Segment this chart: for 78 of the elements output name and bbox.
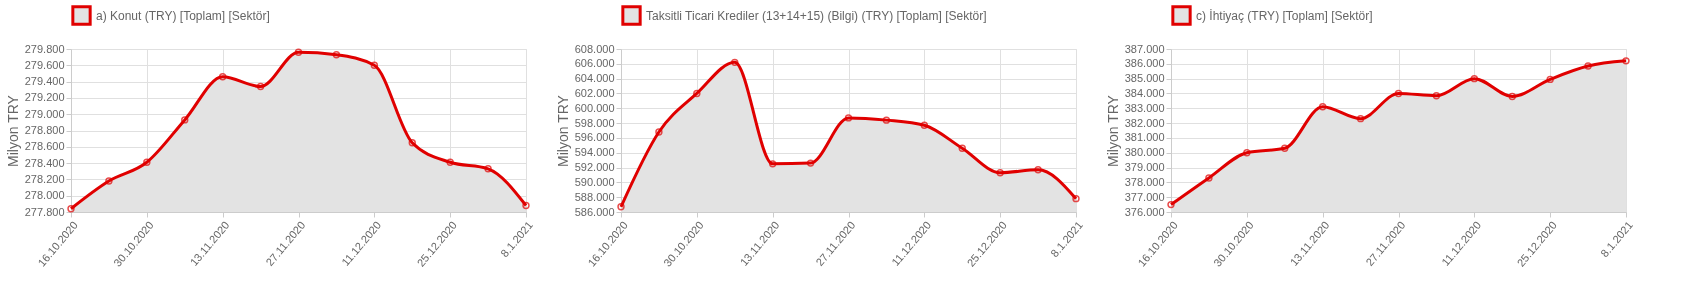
y-tick-label: 608.000 — [574, 42, 615, 55]
point — [408, 139, 416, 147]
point — [882, 116, 891, 124]
y-tick-label: 386.000 — [1124, 57, 1165, 70]
y-tick-label: 278.600 — [24, 140, 65, 153]
y-tick-label: 598.000 — [574, 116, 615, 129]
point — [958, 144, 966, 152]
point — [844, 114, 853, 122]
y-tick-label: 596.000 — [574, 131, 615, 144]
y-tick-label: 279.600 — [24, 58, 65, 71]
point — [218, 73, 227, 81]
point — [1281, 144, 1289, 152]
y-tick-label: 278.800 — [24, 124, 65, 136]
point — [1394, 89, 1403, 98]
point — [143, 158, 151, 166]
y-tick-label: 279.000 — [24, 107, 65, 120]
y-tick-label: 381.000 — [1124, 131, 1165, 144]
point — [1584, 62, 1592, 70]
y-tick-label: 279.200 — [24, 91, 65, 104]
point — [768, 160, 777, 168]
y-tick-label: 600.000 — [574, 101, 615, 114]
point — [105, 177, 113, 185]
y-axis-title: Milyon TRY — [4, 94, 21, 167]
point — [1508, 92, 1516, 101]
y-axis-title: Milyon TRY — [1104, 94, 1121, 167]
point — [693, 89, 701, 98]
point — [446, 158, 454, 166]
y-tick-label: 592.000 — [574, 161, 615, 174]
y-tick-label: 385.000 — [1124, 72, 1165, 85]
y-tick-label: 383.000 — [1124, 101, 1165, 114]
y-tick-label: 380.000 — [1124, 146, 1165, 159]
y-tick-label: 602.000 — [574, 86, 615, 99]
y-tick-label: 588.000 — [574, 190, 615, 203]
y-tick-label: 377.000 — [1124, 190, 1165, 203]
y-tick-label: 590.000 — [574, 175, 615, 188]
y-tick-label: 376.000 — [1124, 205, 1165, 218]
point — [731, 58, 739, 67]
point — [1470, 74, 1479, 83]
point — [1034, 166, 1042, 174]
point — [1622, 57, 1630, 65]
y-tick-label: 278.000 — [24, 189, 65, 202]
point — [1432, 91, 1441, 100]
point — [1072, 194, 1080, 203]
y-tick-label: 387.000 — [1124, 42, 1165, 55]
point — [1318, 103, 1327, 111]
y-tick-label: 378.000 — [1124, 175, 1165, 188]
point — [294, 48, 303, 56]
y-tick-label: 586.000 — [574, 205, 615, 218]
point — [806, 159, 815, 167]
y-tick-label: 278.200 — [24, 172, 65, 185]
y-axis-title: Milyon TRY — [554, 94, 571, 167]
y-tick-label: 277.800 — [24, 205, 65, 218]
legend-label: c) İhtiyaç (TRY) [Toplam] [Sektör] — [1196, 8, 1373, 23]
y-tick-label: 604.000 — [574, 72, 615, 85]
point — [332, 51, 341, 59]
point — [484, 165, 492, 173]
y-tick-label: 384.000 — [1124, 86, 1165, 99]
point — [522, 201, 530, 210]
point — [370, 61, 379, 69]
y-tick-label: 278.400 — [24, 156, 65, 169]
point — [1546, 75, 1554, 84]
y-tick-label: 279.400 — [24, 75, 65, 88]
legend-label: a) Konut (TRY) [Toplam] [Sektör] — [96, 8, 270, 23]
point — [1167, 200, 1175, 209]
y-tick-label: 379.000 — [1124, 161, 1165, 174]
point — [181, 116, 189, 124]
point — [1205, 174, 1213, 182]
y-tick-label: 594.000 — [574, 146, 615, 159]
point — [256, 82, 265, 91]
point — [1356, 114, 1365, 123]
point — [920, 121, 929, 130]
y-tick-label: 279.800 — [24, 42, 65, 55]
legend-label: Taksitli Ticari Krediler (13+14+15) (Bilgi) (TRY) [Toplam] [Sektör] — [646, 8, 987, 23]
point — [655, 128, 663, 136]
point — [996, 169, 1004, 177]
y-tick-label: 606.000 — [574, 57, 615, 70]
point — [1243, 149, 1251, 157]
y-tick-label: 382.000 — [1124, 116, 1165, 129]
